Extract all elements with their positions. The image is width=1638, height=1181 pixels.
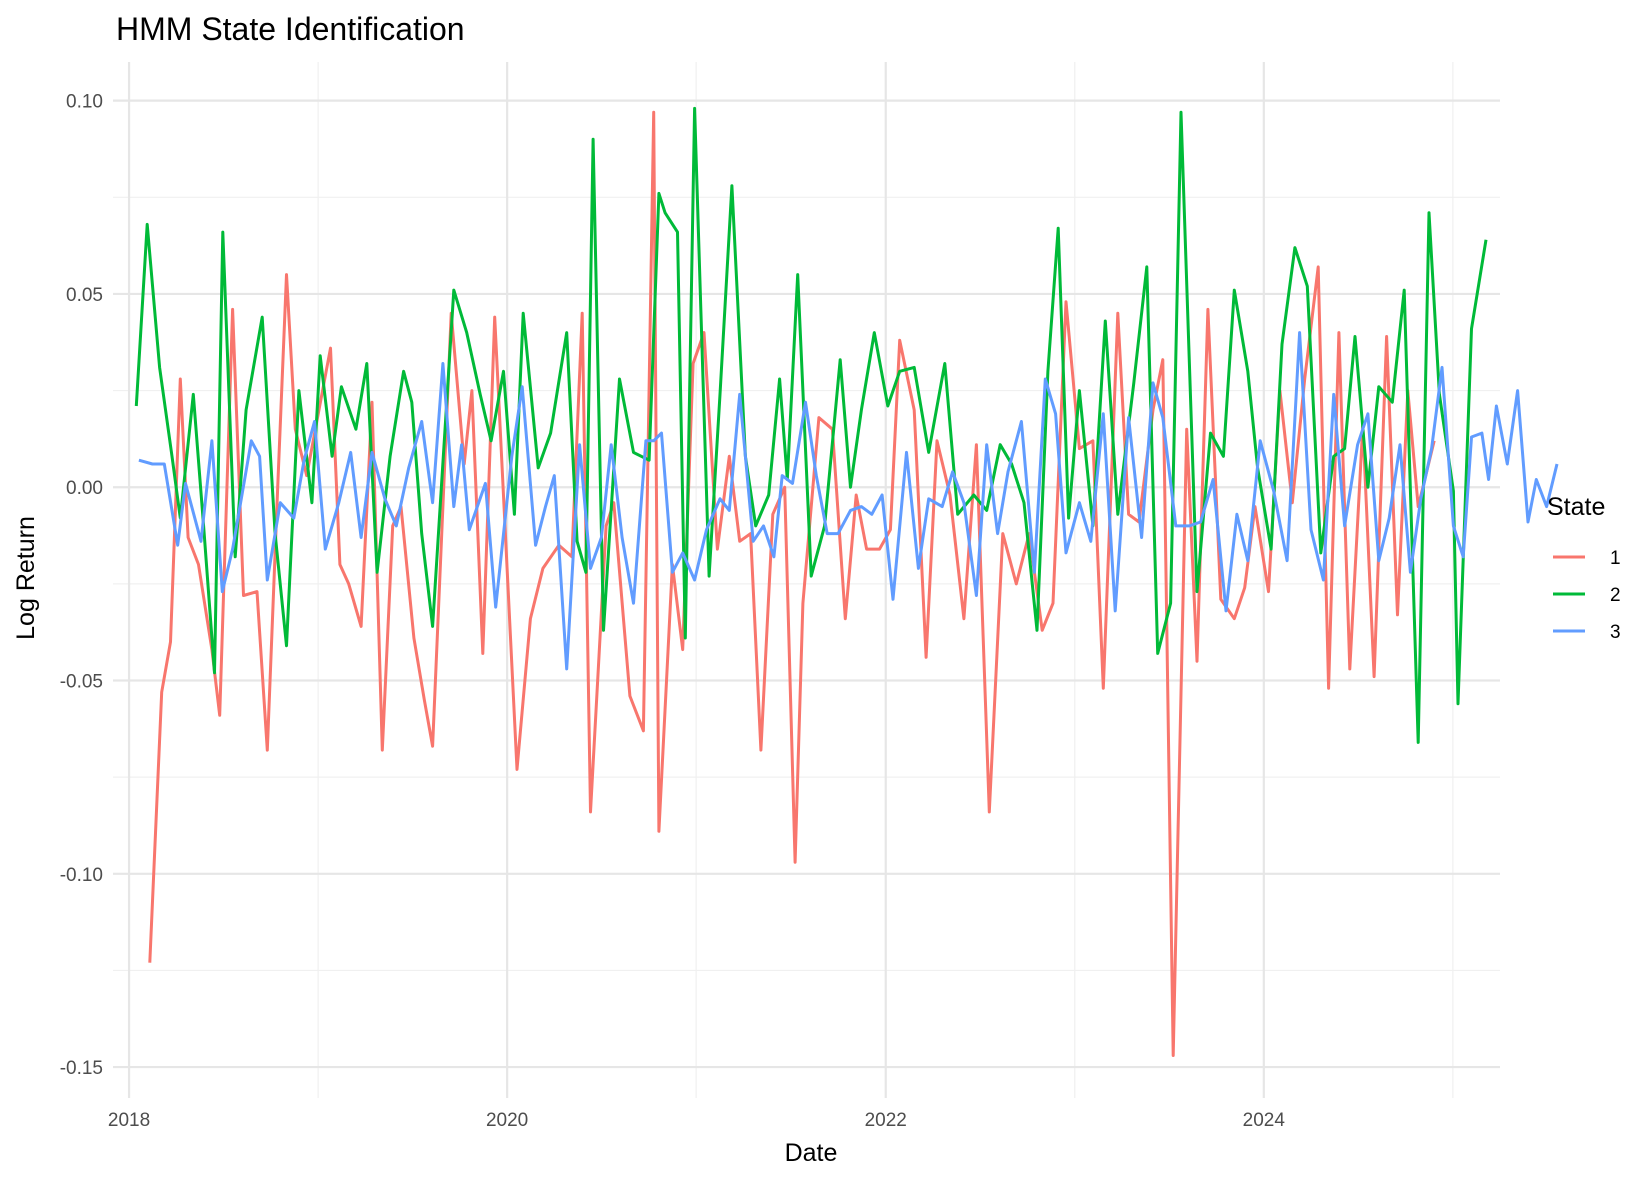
series-line-state-3 [138,331,1559,671]
x-axis-title: Date [785,1139,838,1167]
legend-label-state-3: 3 [1610,622,1621,643]
x-tick-label: 2018 [108,1110,150,1131]
minor-gridlines [113,62,1500,1098]
y-tick-label: 0.05 [66,285,103,306]
x-tick-label: 2024 [1243,1110,1286,1131]
legend-label-state-1: 1 [1610,548,1621,569]
y-tick-label: -0.05 [60,672,103,693]
y-axis-tick-labels: -0.15 -0.10 -0.05 0.00 0.05 0.10 [60,92,103,1079]
y-tick-label: -0.10 [60,865,103,886]
y-axis-title: Log Return [12,516,40,640]
y-tick-label: 0.00 [66,478,103,499]
x-axis-tick-labels: 2018 2020 2022 2024 [108,1110,1285,1131]
legend-label-state-2: 2 [1610,585,1621,606]
chart-title: HMM State Identification [116,11,465,47]
y-tick-label: 0.10 [66,92,103,113]
x-tick-label: 2020 [486,1110,528,1131]
legend: State 1 2 3 [1547,493,1621,643]
series-lines [134,106,1559,1057]
y-tick-label: -0.15 [60,1058,103,1079]
x-tick-label: 2022 [865,1110,907,1131]
legend-title: State [1547,493,1605,521]
